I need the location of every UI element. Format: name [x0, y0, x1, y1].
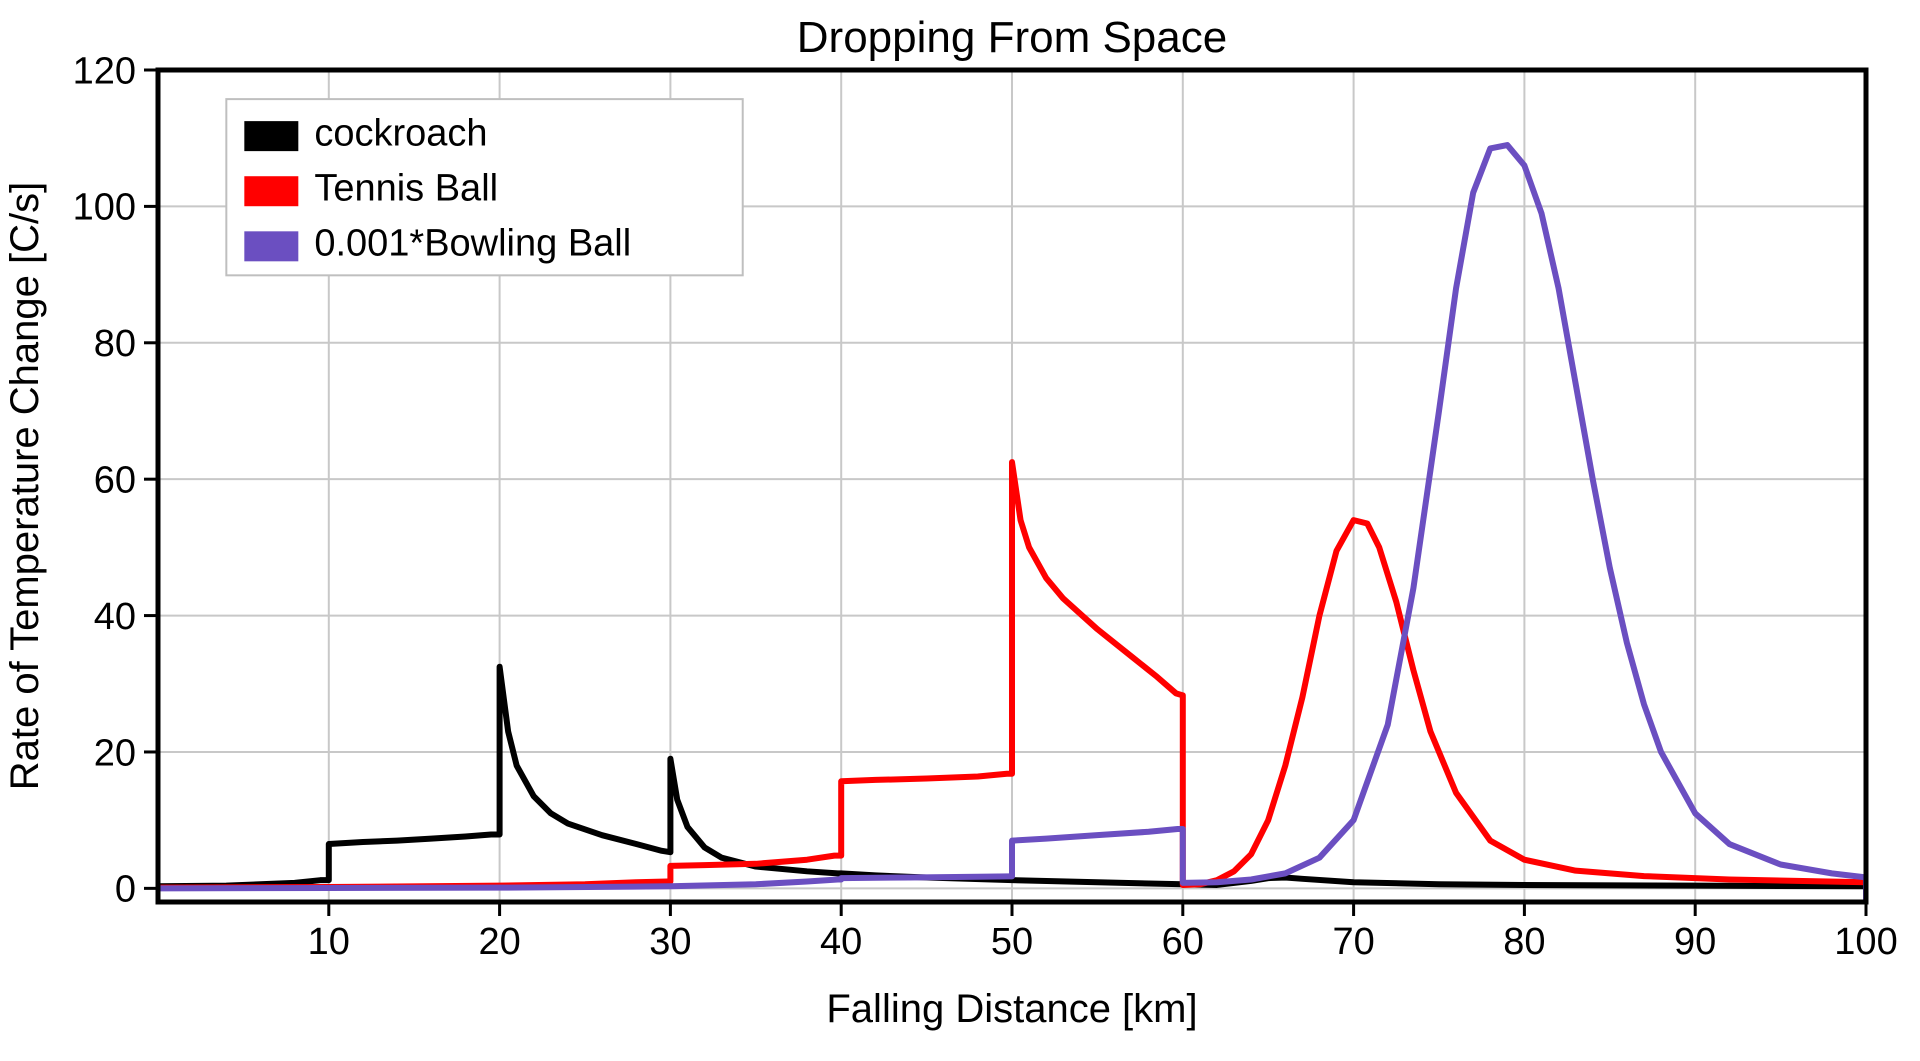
chart-svg: 10 20 30 40 50 60 70 80 90 100 0 20 40 60 80 100 120 Drop…	[0, 0, 1920, 1061]
xtick-label: 100	[1834, 921, 1897, 963]
legend-swatch	[244, 231, 298, 261]
ytick-label: 20	[94, 732, 136, 774]
x-axis-label: Falling Distance [km]	[826, 987, 1197, 1031]
legend-label: cockroach	[314, 112, 487, 154]
ytick-label: 60	[94, 459, 136, 501]
y-axis-label: Rate of Temperature Change [C/s]	[3, 182, 47, 790]
legend-label: 0.001*Bowling Ball	[314, 223, 631, 265]
legend-label: Tennis Ball	[314, 168, 498, 210]
xtick-label: 50	[991, 921, 1033, 963]
ytick-label: 0	[115, 869, 136, 911]
xtick-label: 60	[1162, 921, 1204, 963]
xtick-label: 30	[649, 921, 691, 963]
legend: cockroach Tennis Ball 0.001*Bowling Ball	[226, 99, 742, 275]
xtick-label: 70	[1332, 921, 1374, 963]
ytick-label: 120	[73, 50, 136, 92]
ytick-label: 40	[94, 596, 136, 638]
xtick-label: 90	[1674, 921, 1716, 963]
xtick-label: 20	[478, 921, 520, 963]
ytick-label: 80	[94, 323, 136, 365]
chart-container: 10 20 30 40 50 60 70 80 90 100 0 20 40 60 80 100 120 Drop…	[0, 0, 1920, 1061]
xtick-label: 80	[1503, 921, 1545, 963]
xtick-label: 40	[820, 921, 862, 963]
xtick-label: 10	[308, 921, 350, 963]
chart-title: Dropping From Space	[797, 13, 1227, 62]
legend-swatch	[244, 121, 298, 151]
legend-swatch	[244, 176, 298, 206]
ytick-label: 100	[73, 187, 136, 229]
